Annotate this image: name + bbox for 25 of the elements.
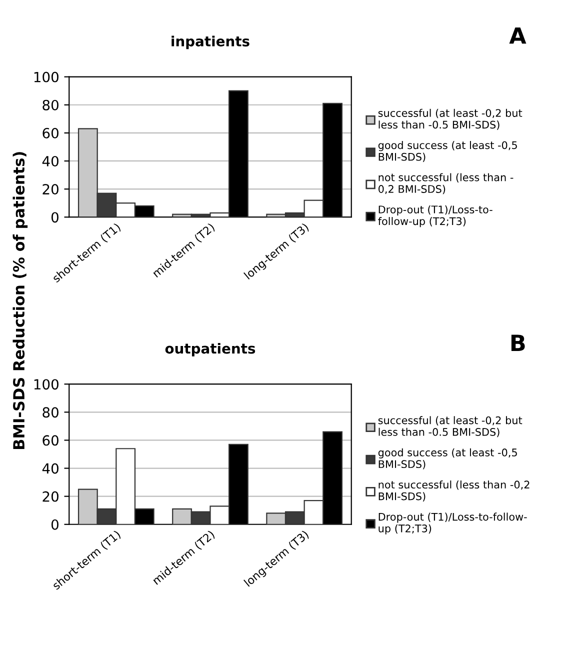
y-tick-label: 80 xyxy=(42,407,58,418)
y-tick-label: 20 xyxy=(42,184,58,195)
y-tick-label: 60 xyxy=(42,128,58,138)
text: B xyxy=(511,334,525,351)
legend-label: not successful (less than -0,2 BMI-SDS) xyxy=(378,480,530,502)
chart-title: inpatients xyxy=(172,36,250,50)
legend-label: good success (at least -0,5 BMI-SDS) xyxy=(378,141,517,162)
legend-label: successful (at least -0,2 but less than -0.5 BMI-SDS) xyxy=(378,108,522,130)
legend-label: Drop-out (T1)/Loss-to-follow- up (T2;T3) xyxy=(378,512,527,534)
y-tick-label: 0 xyxy=(51,519,58,530)
y-tick-label: 100 xyxy=(34,379,58,390)
y-tick-label: 0 xyxy=(51,212,58,223)
legend-label: successful (at least -0,2 but less than -0.5 BMI-SDS) xyxy=(378,416,522,438)
y-axis-title: BMI-SDS Reduction (% of patients) xyxy=(12,152,28,449)
y-tick-label: 100 xyxy=(34,72,58,82)
y-tick-label: 40 xyxy=(42,463,58,474)
legend-label: not successful (less than - 0,2 BMI-SDS) xyxy=(378,173,514,194)
text: A xyxy=(509,27,526,44)
y-tick-label: 80 xyxy=(42,100,58,110)
legend-label: good success (at least -0,5 BMI-SDS) xyxy=(378,448,517,470)
y-tick-label: 20 xyxy=(42,491,58,502)
y-tick-label: 40 xyxy=(42,156,58,166)
y-tick-label: 60 xyxy=(42,435,58,446)
legend-label: Drop-out (T1)/Loss-to- follow-up (T2;T3) xyxy=(378,205,492,228)
chart-title: outpatients xyxy=(165,342,256,356)
